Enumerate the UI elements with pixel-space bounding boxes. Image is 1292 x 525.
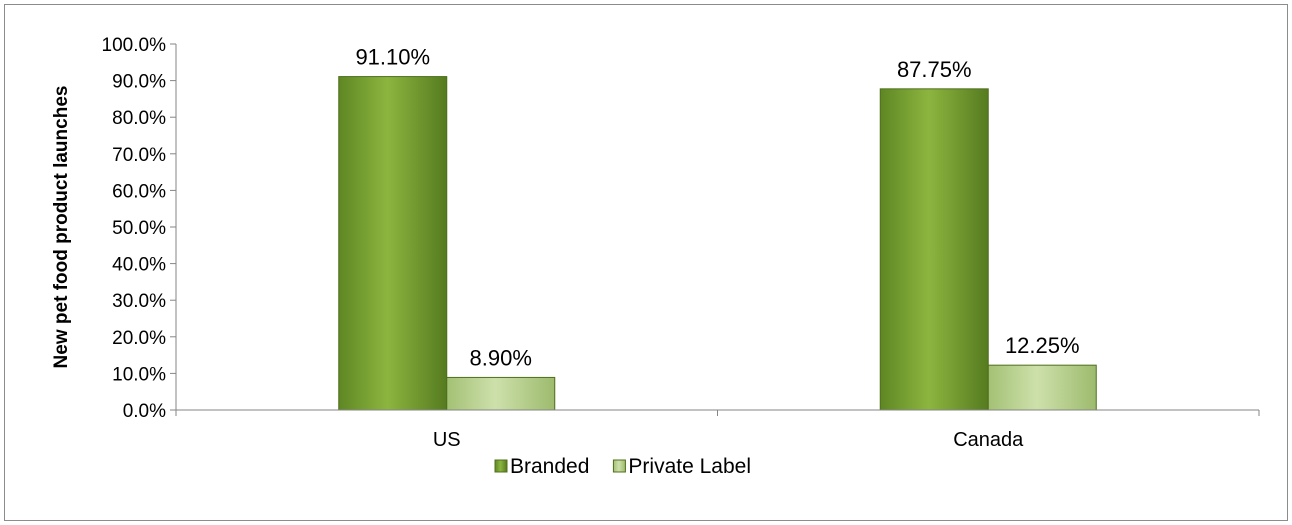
y-axis-label: New pet food product launches <box>51 86 72 369</box>
legend-swatch <box>612 459 626 473</box>
data-label: 12.25% <box>1005 333 1080 358</box>
legend-entry: Private Label <box>628 455 751 478</box>
bar-chart: New pet food product launches 0.0% 10.0% 2… <box>51 35 1260 478</box>
chart-frame: New pet food product launches 0.0% 10.0% 2… <box>4 4 1288 521</box>
data-label: 8.90% <box>470 345 532 370</box>
y-tick-label: 50.0% <box>112 218 166 239</box>
legend-swatch <box>494 459 508 473</box>
bar-branded-canada <box>879 88 989 411</box>
y-tick-label: 0.0% <box>123 401 166 422</box>
bar-branded-us <box>338 76 448 411</box>
x-tick-label: Canada <box>953 429 1024 451</box>
y-tick-label: 70.0% <box>112 145 166 166</box>
y-tick-label: 90.0% <box>112 72 166 93</box>
legend: Branded Private Label <box>494 455 751 478</box>
data-label: 91.10% <box>355 45 430 70</box>
y-tick-label: 40.0% <box>112 255 166 276</box>
bar-private-label-canada <box>987 364 1097 411</box>
y-tick-label: 80.0% <box>112 108 166 129</box>
x-tick-label: US <box>433 429 461 451</box>
data-labels: 91.10% 8.90% 87.75% 12.25% <box>355 45 1079 371</box>
y-tick-label: 20.0% <box>112 328 166 349</box>
bar-private-label-us <box>446 376 556 411</box>
bars <box>338 76 1097 411</box>
y-tick-label: 10.0% <box>112 364 166 385</box>
y-tick-label: 60.0% <box>112 181 166 202</box>
legend-entry: Branded <box>510 455 589 478</box>
y-axis-ticks: 0.0% 10.0% 20.0% 30.0% 40.0% 50.0% 60.0% 70.0% 8… <box>102 35 177 422</box>
y-tick-label: 30.0% <box>112 291 166 312</box>
data-label: 87.75% <box>897 57 972 82</box>
y-tick-label: 100.0% <box>102 35 167 56</box>
x-axis: US Canada <box>175 409 1260 451</box>
